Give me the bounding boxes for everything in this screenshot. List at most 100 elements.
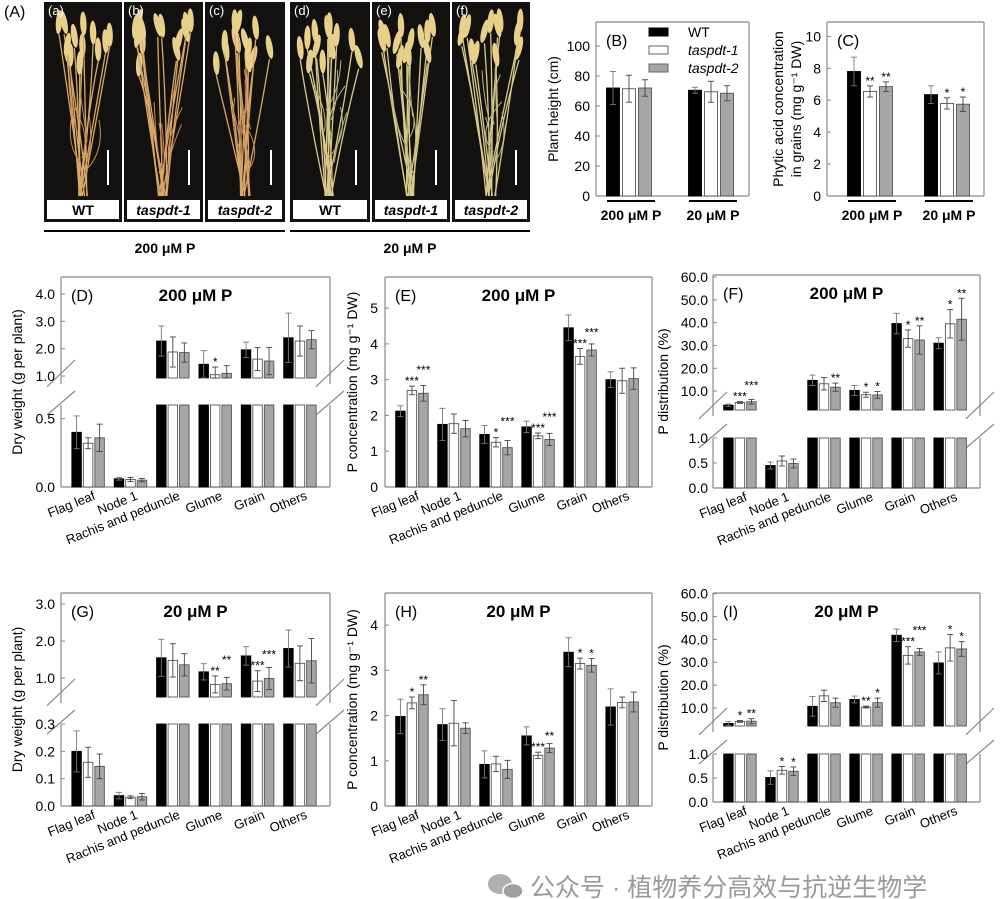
bar xyxy=(406,389,418,488)
wheat-leaf xyxy=(153,102,159,153)
wheat-spike xyxy=(402,39,412,64)
wheat-stem xyxy=(137,47,162,197)
bar-lower-segment xyxy=(179,404,190,488)
wheat-leaf xyxy=(241,69,248,120)
bar xyxy=(586,349,597,488)
x-category-label: Grain xyxy=(554,488,589,514)
legend: WT taspdt-1 taspdt-2 xyxy=(648,24,739,76)
bar-lower-segment xyxy=(902,753,914,803)
wheat-leaf xyxy=(491,74,501,125)
significance-mark: ** xyxy=(881,70,891,84)
wheat-stem xyxy=(327,39,331,197)
wheat-spike xyxy=(487,9,495,34)
wheat-spike xyxy=(326,12,333,37)
x-category-label: 200 μM P xyxy=(601,207,662,223)
wheat-spike xyxy=(265,35,274,59)
wheat-stem xyxy=(160,60,177,197)
wheat-stem xyxy=(475,64,493,197)
bar xyxy=(688,89,702,197)
bar xyxy=(638,87,652,197)
bar-lower-segment xyxy=(807,753,818,803)
bar xyxy=(860,706,872,727)
chart-panel-f: 0.0 0.5 1.0 10.0 20.0 30.0 40.0 50.0 60.0 P distr… xyxy=(655,269,995,548)
axis-break-mark xyxy=(46,709,76,735)
y-axis-label: Plant height (cm) xyxy=(545,56,561,162)
wechat-icon xyxy=(502,882,524,899)
bar-lower-segment xyxy=(263,404,275,488)
wheat-leaf xyxy=(242,121,256,173)
bar-lower-segment xyxy=(723,437,734,489)
wheat-spike xyxy=(480,19,489,43)
y-tick-label: 10.0 xyxy=(681,383,708,399)
wheat-leaf xyxy=(68,82,78,133)
y-tick-label: 0.0 xyxy=(36,798,56,814)
bar xyxy=(586,664,597,807)
chart-panel-b: 0 20 40 60 80 100 Plant height (cm) (B) 200 μM P… xyxy=(545,21,750,223)
x-category-label: Grain xyxy=(882,489,917,515)
wheat-spike xyxy=(153,13,163,37)
chart-panel-e: 0 1 2 3 4 5 P concentration (mg g⁻¹ DW) (E) 200 … xyxy=(344,276,653,547)
x-category-label: Grain xyxy=(882,803,917,829)
bar xyxy=(532,754,544,807)
wheat-leaf xyxy=(485,101,503,152)
significance-mark: ** xyxy=(211,664,221,678)
wheat-stem xyxy=(314,42,327,197)
bar-lower-segment xyxy=(807,437,818,489)
y-tick-label: 3 xyxy=(370,662,378,678)
axis-break-mark xyxy=(315,359,345,388)
y-tick-label: 20.0 xyxy=(681,360,708,376)
x-category-label: Glume xyxy=(183,807,224,835)
wheat-stem xyxy=(406,66,409,197)
bar xyxy=(720,92,734,197)
panel-label: (C) xyxy=(837,33,859,50)
wheat-spike xyxy=(319,49,326,74)
x-category-label: Glume xyxy=(506,488,547,516)
bar-lower-segment xyxy=(240,723,252,807)
bar-lower-segment xyxy=(933,437,944,489)
x-category-label: Others xyxy=(267,488,309,517)
y-tick-label: 40.0 xyxy=(681,631,708,647)
wheat-stem xyxy=(483,43,490,197)
panel-label: (A) xyxy=(4,4,25,21)
bar-lower-segment xyxy=(872,753,883,803)
plant-photo: (b) taspdt-1 xyxy=(124,2,203,222)
group-label: 200 μM P xyxy=(135,240,196,256)
subpanel-label: (d) xyxy=(294,3,310,18)
wheat-spike xyxy=(513,21,521,46)
significance-mark: *** xyxy=(585,326,599,340)
bar xyxy=(532,435,544,488)
panel-a-photos: (A) (a) WT (b) taspdt-1 (c) taspdt-2 (d) WT (e) ta… xyxy=(4,2,530,256)
wheat-leaf xyxy=(406,125,416,176)
y-tick-label: 1 xyxy=(370,753,378,769)
wheat-spike xyxy=(383,24,391,48)
wheat-stem xyxy=(408,51,413,197)
bar-lower-segment xyxy=(294,723,306,807)
bar-lower-segment xyxy=(734,753,746,803)
wheat-stem xyxy=(81,46,111,197)
bar-lower-segment xyxy=(830,753,841,803)
y-tick-label: 60.0 xyxy=(681,586,708,602)
wheat-spike xyxy=(457,22,467,46)
wheat-stem xyxy=(78,61,99,197)
wheat-spike xyxy=(348,27,356,52)
y-tick-label: 0 xyxy=(370,479,378,495)
y-tick-label: 0.2 xyxy=(36,743,56,759)
wheat-spike xyxy=(94,37,102,62)
y-axis-label: Phytic acid concentration xyxy=(770,31,786,187)
significance-mark: *** xyxy=(744,379,758,393)
y-tick-label: 8 xyxy=(813,60,821,76)
significance-mark: * xyxy=(738,709,743,723)
y-tick-label: 1.0 xyxy=(689,746,709,762)
bar-lower-segment xyxy=(252,723,263,807)
wheat-leaf xyxy=(390,96,407,147)
bar-lower-segment xyxy=(860,437,872,489)
axis-break-mark xyxy=(698,391,728,420)
wheat-leaf xyxy=(481,70,491,121)
y-tick-label: 0.5 xyxy=(36,411,56,427)
axis-break-mark xyxy=(698,423,728,449)
wheat-stem xyxy=(141,39,160,197)
significance-mark: ** xyxy=(915,314,925,328)
genotype-label-box xyxy=(375,200,447,219)
significance-mark: *** xyxy=(531,740,545,754)
